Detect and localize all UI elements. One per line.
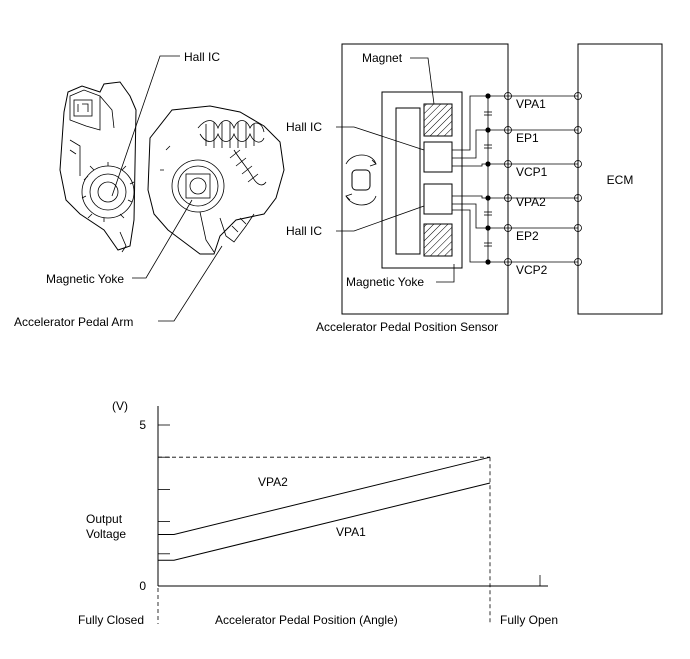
series-label-vpa1: VPA1 [336, 525, 366, 539]
sensor-half-right [147, 105, 285, 255]
magnet-top [423, 103, 453, 137]
ecm-box [577, 43, 663, 315]
x-axis-label: Accelerator Pedal Position (Angle) [215, 613, 398, 627]
sensor-caption: Accelerator Pedal Position Sensor [316, 320, 498, 334]
ecm-label: ECM [607, 173, 634, 187]
series-label-vpa2: VPA2 [258, 475, 288, 489]
label-magnet: Magnet [362, 51, 403, 65]
circuit-diagram: ECM [286, 43, 663, 334]
y-axis-label-line2: Voltage [86, 527, 126, 541]
terminal-vpa2: VPA2 [516, 195, 546, 209]
y-tick-label-0: 0 [139, 579, 146, 593]
capacitor-markers [484, 111, 492, 247]
hall-ic-top-chip [423, 141, 453, 173]
magnet-bottom [423, 223, 453, 257]
sensor-half-left [59, 81, 137, 253]
leader-hall-ic [111, 55, 180, 197]
leader-pedal-arm [158, 245, 223, 322]
terminal-vcp1: VCP1 [516, 165, 548, 179]
label-magnetic-yoke-circuit: Magnetic Yoke [346, 275, 424, 289]
label-magnetic-yoke: Magnetic Yoke [46, 272, 124, 286]
label-hall-ic-top: Hall IC [286, 120, 322, 134]
terminal-ep2: EP2 [516, 229, 539, 243]
x-end-label: Fully Open [500, 613, 558, 627]
terminal-ep1: EP1 [516, 131, 539, 145]
terminal-vpa1: VPA1 [516, 97, 546, 111]
sensor-housing [341, 43, 509, 315]
x-start-label: Fully Closed [78, 613, 144, 627]
rotation-shaft-icon [345, 154, 377, 206]
terminal-vcp2: VCP2 [516, 263, 548, 277]
series-line-vpa1 [158, 482, 491, 561]
y-axis-label-line1: Output [86, 512, 123, 526]
terminal-wires [488, 92, 582, 266]
leader-magnetic-yoke [132, 199, 193, 279]
label-accelerator-pedal-arm: Accelerator Pedal Arm [14, 315, 133, 329]
y-tick-label-5: 5 [139, 418, 146, 432]
label-hall-ic-bottom: Hall IC [286, 224, 322, 238]
label-hall-ic: Hall IC [184, 50, 220, 64]
output-voltage-graph: (V) 5 0 Output Voltage VPA2 VPA1 Fully C… [78, 399, 558, 627]
spring-coils [197, 120, 267, 186]
series-lines [158, 456, 491, 561]
sensor-part-illustration: Hall IC Magnetic Yoke Accelerator Pedal … [14, 50, 285, 329]
graph-unit-label: (V) [112, 399, 128, 413]
series-line-vpa2 [158, 456, 491, 535]
hall-ic-bottom-chip [423, 183, 453, 215]
